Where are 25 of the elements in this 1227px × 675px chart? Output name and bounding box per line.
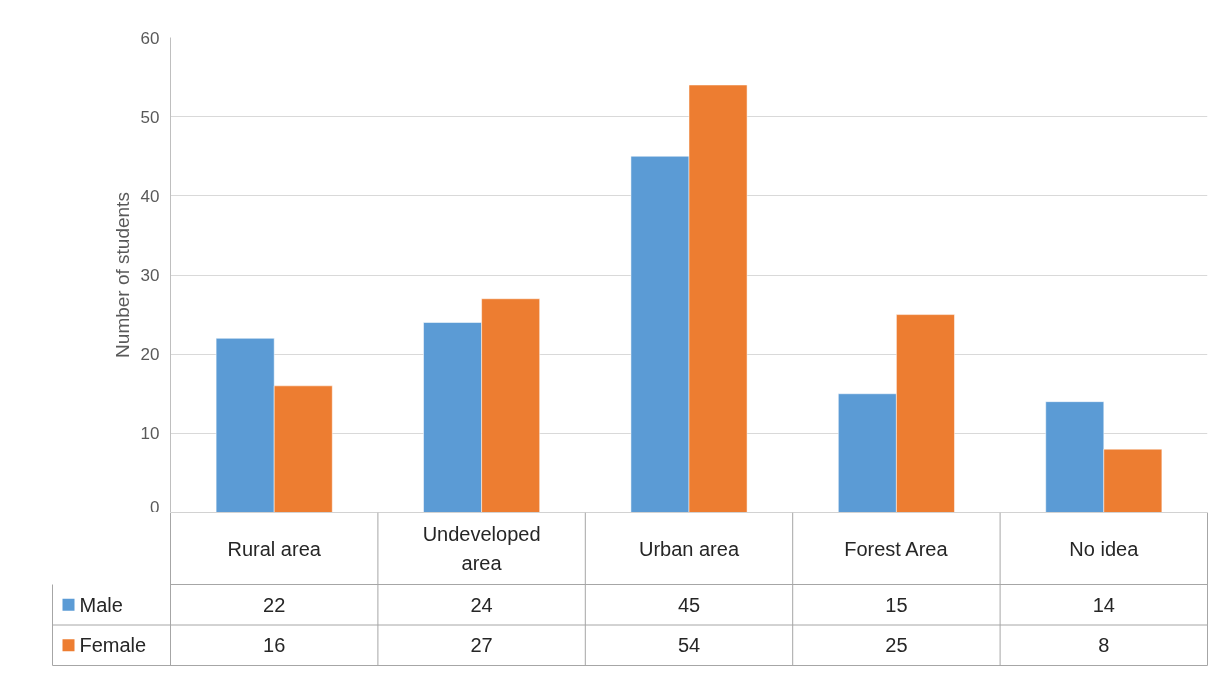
x-tick-label: Urban area xyxy=(638,537,740,560)
data-label: 25 xyxy=(885,634,908,657)
y-tick-label: 60 xyxy=(140,28,160,48)
x-tick-label: Rural area xyxy=(227,537,322,560)
data-label: 16 xyxy=(263,634,286,657)
legend-label: Male xyxy=(79,593,123,616)
legend-label: Female xyxy=(79,634,147,657)
x-tick-label: No idea xyxy=(1069,537,1140,560)
x-tick-label: Forest Area xyxy=(844,537,949,560)
y-tick-label: 10 xyxy=(140,424,160,444)
y-tick-label: 40 xyxy=(140,186,160,206)
data-label: 15 xyxy=(885,593,908,616)
y-tick-label: 20 xyxy=(140,345,160,365)
data-label: 27 xyxy=(470,634,493,657)
data-label: 24 xyxy=(470,593,493,616)
x-tick-label: Undeveloped area xyxy=(422,523,541,574)
data-label: 14 xyxy=(1092,593,1115,616)
data-label: 22 xyxy=(263,593,286,616)
data-label: 45 xyxy=(677,593,701,616)
data-label: 8 xyxy=(1098,634,1110,657)
data-label: 54 xyxy=(677,634,701,657)
y-axis-title: Number of students xyxy=(111,192,133,358)
y-tick-label: 30 xyxy=(140,266,160,285)
y-tick-label: 0 xyxy=(150,497,160,517)
y-tick-label: 50 xyxy=(140,107,160,127)
